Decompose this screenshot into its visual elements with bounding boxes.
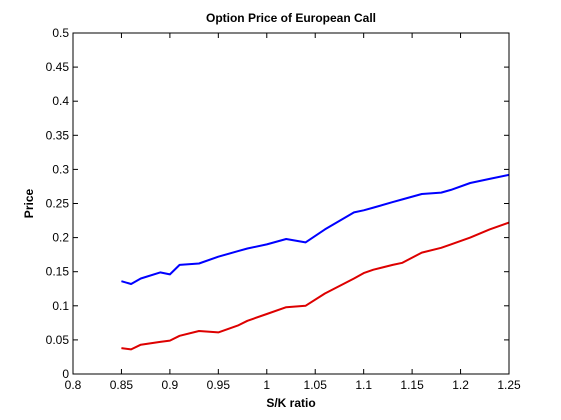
y-tick-label: 0.5	[52, 26, 69, 40]
x-tick-label: 0.95	[207, 378, 231, 392]
series-lines	[121, 173, 510, 351]
x-tick-label: 1	[263, 378, 270, 392]
y-tick-label: 0.1	[52, 299, 69, 313]
series-line-1	[121, 173, 510, 285]
x-axis-title: S/K ratio	[266, 396, 315, 410]
y-tick-label: 0.3	[52, 162, 69, 176]
y-tick-label: 0.45	[46, 60, 70, 74]
x-tick-label: 1.1	[355, 378, 372, 392]
x-tick-label: 0.8	[65, 378, 82, 392]
x-tick-label: 1.05	[304, 378, 328, 392]
x-tick-label: 1.25	[497, 378, 521, 392]
y-tick-label: 0.2	[52, 231, 69, 245]
x-tick-label: 1.2	[452, 378, 469, 392]
series-line-2	[121, 221, 510, 351]
y-tick-label: 0.35	[46, 128, 70, 142]
y-tick-label: 0	[62, 367, 69, 381]
axis-ticks: 0.8 0.85 0.9 0.95 1 1.05 1.1 1.15 1.2 1.25 0 0.05 0.…	[46, 26, 521, 392]
plot-frame	[72, 32, 510, 375]
x-tick-label: 0.9	[162, 378, 179, 392]
y-axis-title: Price	[22, 188, 36, 218]
y-tick-label: 0.4	[52, 94, 69, 108]
x-tick-label: 1.15	[400, 378, 424, 392]
chart-title: Option Price of European Call	[206, 11, 376, 25]
y-tick-label: 0.05	[46, 333, 70, 347]
y-tick-label: 0.15	[46, 265, 70, 279]
y-tick-label: 0.25	[46, 197, 70, 211]
x-tick-label: 0.85	[110, 378, 134, 392]
